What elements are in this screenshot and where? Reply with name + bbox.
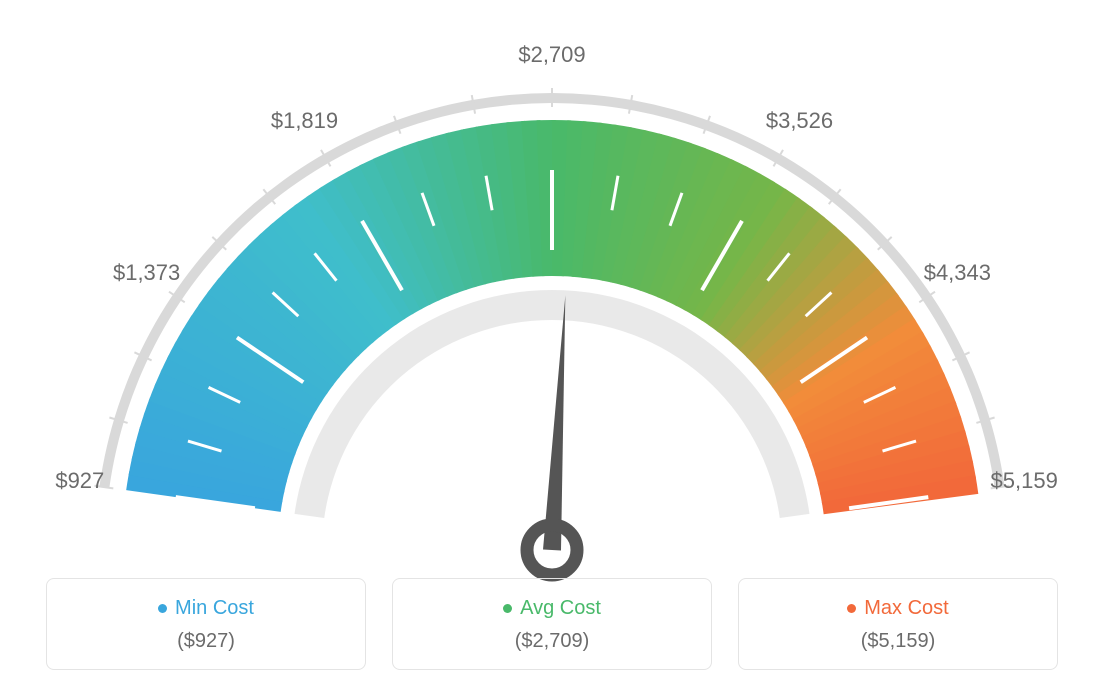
- legend-label-max: Max Cost: [864, 597, 948, 620]
- gauge-tick-label: $5,159: [991, 468, 1058, 494]
- legend-value-max-text: ($5,159): [749, 630, 1047, 653]
- gauge-chart: $927 $1,373 $1,819 $2,709 $3,526 $4,343 $5,159: [0, 0, 1104, 560]
- legend-dot-max: [847, 604, 856, 613]
- legend-dot-min: [158, 604, 167, 613]
- gauge-tick-label: $2,709: [518, 42, 585, 68]
- legend-label-avg: Avg Cost: [520, 597, 601, 620]
- legend-title-max: Max Cost: [847, 597, 948, 620]
- legend-title-avg: Avg Cost: [503, 597, 601, 620]
- gauge-tick-label: $927: [55, 468, 104, 494]
- gauge-tick-label: $4,343: [924, 260, 991, 286]
- legend-value-min-text: ($927): [57, 630, 355, 653]
- gauge-tick-label: $1,373: [113, 260, 180, 286]
- gauge-tick-label: $1,819: [271, 108, 338, 134]
- legend-title-min: Min Cost: [158, 597, 254, 620]
- legend-dot-avg: [503, 604, 512, 613]
- legend-row: Min Cost ($927) Avg Cost ($2,709) Max Co…: [0, 578, 1104, 670]
- legend-label-min: Min Cost: [175, 597, 254, 620]
- legend-card-avg: Avg Cost ($2,709): [392, 578, 712, 670]
- gauge-tick-label: $3,526: [766, 108, 833, 134]
- legend-card-max: Max Cost ($5,159): [738, 578, 1058, 670]
- gauge-svg: [0, 30, 1104, 590]
- legend-card-min: Min Cost ($927): [46, 578, 366, 670]
- legend-value-avg-text: ($2,709): [403, 630, 701, 653]
